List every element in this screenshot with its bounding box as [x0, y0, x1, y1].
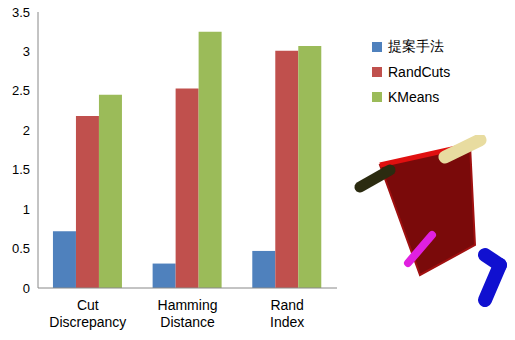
svg-text:2: 2	[23, 123, 30, 138]
svg-text:CutDiscrepancy: CutDiscrepancy	[49, 297, 126, 330]
svg-text:3: 3	[23, 44, 30, 59]
svg-text:RandIndex: RandIndex	[270, 297, 304, 330]
html-text:KMeans: KMeans	[388, 88, 440, 105]
svg-text:2.5: 2.5	[12, 83, 30, 98]
html-text:提案手法: 提案手法	[388, 37, 444, 54]
svg-text:HammingDistance: HammingDistance	[158, 297, 218, 330]
svg-text:1.5: 1.5	[12, 162, 30, 177]
svg-text:0: 0	[23, 281, 30, 296]
html-text:RandCuts: RandCuts	[388, 63, 451, 80]
svg-text:1: 1	[23, 202, 30, 217]
svg-text:0.5: 0.5	[12, 241, 30, 256]
svg-text:3.5: 3.5	[12, 5, 30, 20]
